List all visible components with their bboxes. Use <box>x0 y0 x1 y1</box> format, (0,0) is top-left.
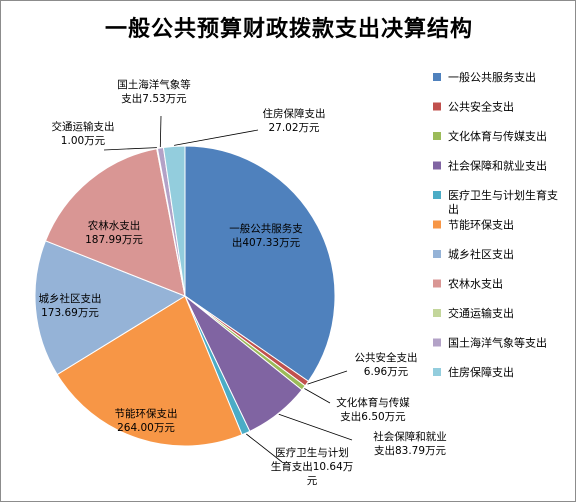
data-label-11: 住房保障支出 27.02万元 <box>263 107 326 134</box>
leader-line-10 <box>159 115 162 148</box>
legend-swatch-7 <box>433 250 441 258</box>
data-label-7: 城乡社区支出 173.69万元 <box>39 292 102 319</box>
data-label-9: 交通运输支出 1.00万元 <box>52 120 115 147</box>
legend-label-2: 公共安全支出 <box>448 100 514 114</box>
leader-line-2 <box>307 370 348 385</box>
legend-swatch-2 <box>433 102 441 111</box>
data-label-6: 节能环保支出 264.00万元 <box>115 407 178 434</box>
legend-swatch-11 <box>433 368 441 376</box>
data-label-10: 国土海洋气象等支出7.53万元 <box>117 78 191 105</box>
legend-swatch-4 <box>433 161 441 170</box>
legend-label-10: 国土海洋气象等支出 <box>448 336 547 350</box>
legend-label-8: 农林水支出 <box>448 277 503 291</box>
legend-swatch-6 <box>433 220 441 229</box>
leader-line-5 <box>246 433 283 463</box>
leader-line-9 <box>103 147 157 151</box>
legend-swatch-8 <box>433 279 441 288</box>
data-label-4: 社会保障和就业支出83.79万元 <box>373 430 447 457</box>
legend-swatch-5 <box>433 191 441 199</box>
data-label-5: 医疗卫生与计划生育支出10.64万元 <box>271 446 354 487</box>
pie-slice-11 <box>162 145 186 297</box>
legend-label-11: 住房保障支出 <box>448 365 514 379</box>
leader-line-3 <box>304 388 331 404</box>
legend-label-1: 一般公共服务支出 <box>448 70 536 84</box>
legend-swatch-1 <box>433 73 441 81</box>
data-label-2: 公共安全支出 6.96万元 <box>355 351 418 378</box>
leader-line-4 <box>278 413 353 441</box>
legend-label-6: 节能环保支出 <box>448 218 514 232</box>
data-label-8: 农林水支出 187.99万元 <box>85 219 143 246</box>
legend-label-4: 社会保障和就业支出 <box>448 159 547 173</box>
legend: 一般公共服务支出公共安全支出文化体育与传媒支出社会保障和就业支出医疗卫生与计划生… <box>433 70 558 379</box>
chart-title: 一般公共预算财政拨款支出决算结构 <box>104 17 473 42</box>
legend-swatch-10 <box>433 338 441 347</box>
leader-line-11 <box>174 129 259 146</box>
pie-slice-1 <box>184 145 336 382</box>
legend-label-5: 医疗卫生与计划生育支出 <box>448 188 558 216</box>
pie-slice-7 <box>34 240 187 376</box>
legend-swatch-9 <box>433 309 441 317</box>
legend-label-3: 文化体育与传媒支出 <box>448 129 547 143</box>
pie-slices <box>34 145 336 447</box>
pie-slice-6 <box>56 295 243 447</box>
legend-label-9: 交通运输支出 <box>448 306 514 320</box>
legend-label-7: 城乡社区支出 <box>448 247 514 261</box>
leader-lines <box>103 115 353 463</box>
data-label-1: 一般公共服务支出407.33万元 <box>229 222 303 249</box>
data-label-3: 文化体育与传媒支出6.50万元 <box>336 396 410 423</box>
legend-swatch-3 <box>433 132 441 140</box>
pie-slice-8 <box>44 148 186 297</box>
